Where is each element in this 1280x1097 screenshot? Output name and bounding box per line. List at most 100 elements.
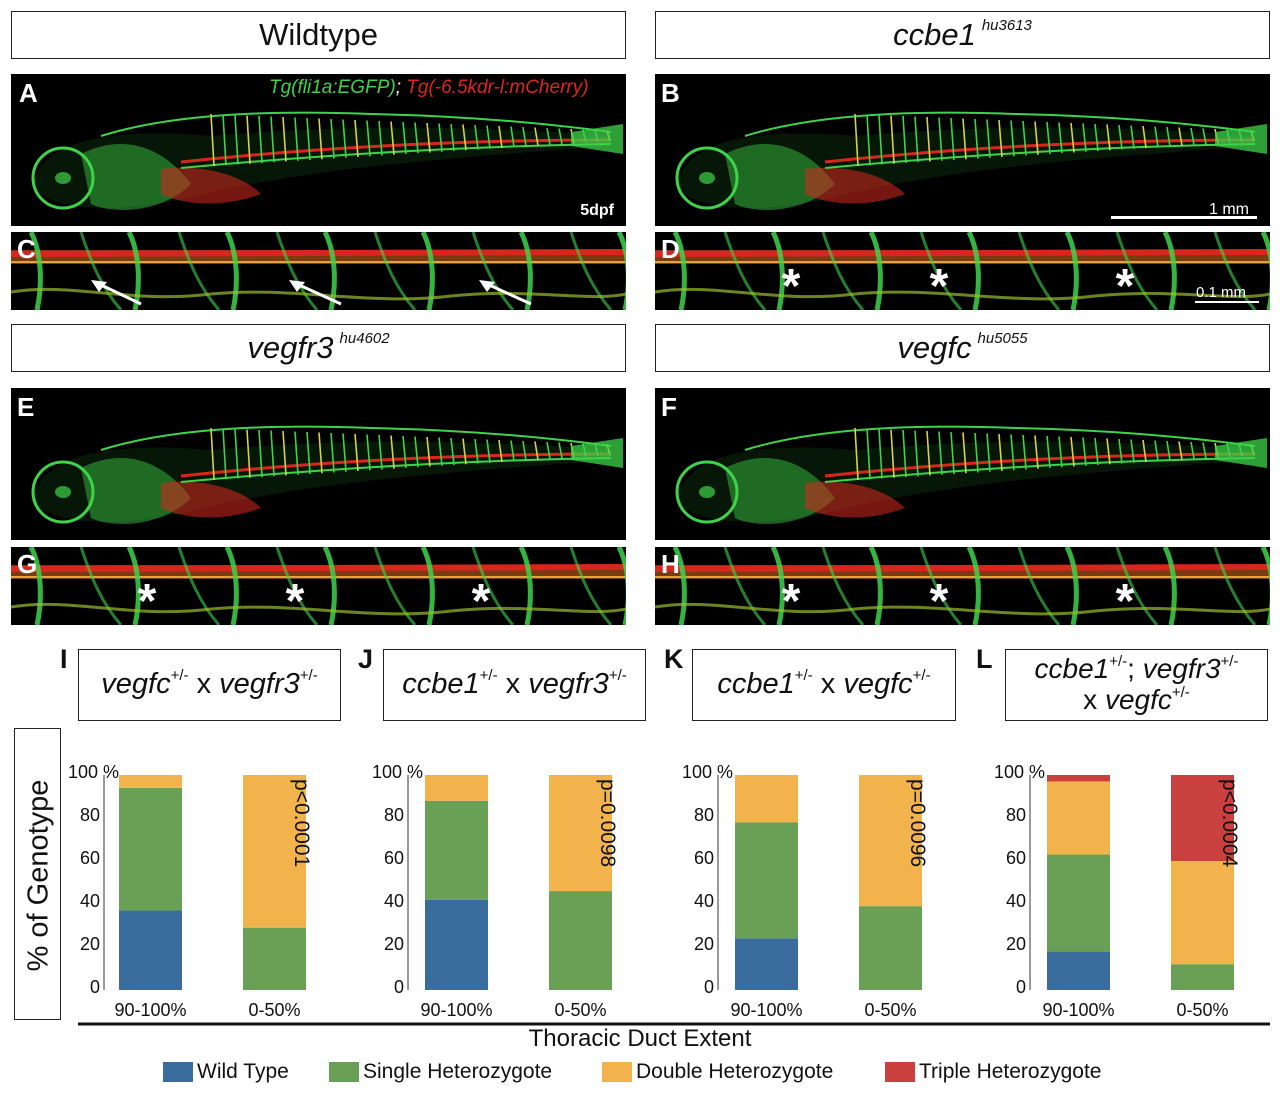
intersegmental-vessel (518, 547, 533, 625)
panel-label: C (17, 234, 36, 264)
scale-bar-line (1195, 301, 1259, 303)
intersegmental-vessel (1142, 125, 1147, 149)
panel-label: G (17, 549, 38, 579)
bar-segment (243, 775, 306, 928)
intersegmental-vessel (962, 118, 967, 160)
cardinal-vein (180, 143, 612, 169)
intersegmental-vessel (234, 114, 239, 165)
separator: ; (1127, 653, 1143, 685)
scale-bar-label: 0.1 mm (1196, 284, 1247, 301)
intersegmental-vessel (510, 126, 515, 148)
intersegmental-vessel (1154, 126, 1159, 148)
dorsal-aorta (655, 564, 1270, 572)
chart-j: 0 20 40 60 80 100 % 90-100% 0-50% p=0.0098 (372, 762, 619, 1020)
y-tick-label: 40 (1006, 891, 1026, 911)
asterisk: * (138, 575, 157, 625)
intersegmental-vessel (1034, 121, 1039, 155)
y-tick-label: 0 (704, 977, 714, 997)
intersegmental-vessel (1260, 232, 1270, 310)
intersegmental-vessel (177, 547, 221, 625)
panel-label: A (19, 78, 38, 108)
bar-segment (735, 938, 798, 990)
intersegmental-vessel (866, 428, 871, 480)
lower-vessels (655, 602, 1270, 616)
y-tick-label: 0 (394, 977, 404, 997)
genotype: +/- (1109, 652, 1128, 670)
intersegmental-vessel (868, 232, 883, 310)
intersegmental-vessel (126, 547, 141, 625)
gut-vasculature (161, 167, 261, 204)
y-axis-label-box: % of Genotype (14, 728, 61, 1020)
arrow-head (289, 280, 305, 292)
dorsal-aorta (11, 564, 626, 572)
legend-item-double-heterozygote: Double Heterozygote (602, 1060, 833, 1084)
eye (31, 146, 95, 210)
intersegmental-vessel (275, 547, 319, 625)
intersegmental-vessel (616, 232, 626, 310)
intersegmental-vessel (471, 232, 515, 310)
intersegmental-vessel (318, 118, 323, 160)
intersegmental-vessel (28, 232, 43, 310)
intersegmental-vessel (890, 115, 895, 164)
legend-item-single-heterozygote: Single Heterozygote (329, 1060, 552, 1084)
bar-segment (1171, 964, 1234, 990)
intersegmental-vessel (1082, 123, 1087, 152)
dorsal-vessel (744, 111, 1256, 137)
bar-segment (1047, 781, 1110, 855)
intersegmental-vessel (378, 120, 383, 156)
intersegmental-vessel (1115, 547, 1159, 625)
cardinal-vein (180, 457, 612, 483)
chart-l: 0 20 40 60 80 100 % 90-100% 0-50% p<0.0004 (994, 762, 1241, 1020)
bar-segment (735, 822, 798, 939)
intersegmental-vessel (854, 113, 859, 167)
intersegmental-vessel (1115, 232, 1159, 310)
intersegmental-vessel (246, 115, 251, 164)
panel-e-image: E (11, 388, 626, 540)
intersegmental-vessel (1064, 547, 1079, 625)
transgene-green: Tg(fli1a:EGFP) (269, 77, 396, 98)
intersegmental-vessel (919, 232, 963, 310)
eye-lens (699, 486, 715, 498)
intersegmental-vessel (1178, 127, 1183, 146)
larva-image (675, 111, 1267, 210)
cross-title-l: ccbe1+/-; vegfr3+/- x vegfc+/- (1005, 649, 1268, 721)
gene: vegfc (1104, 684, 1172, 715)
asterisk: * (1116, 260, 1135, 310)
bar-segment (859, 775, 922, 907)
panel-a-image: A Tg(fli1a:EGFP); Tg(-6.5kdr-l:mCherry) … (11, 74, 626, 226)
intersegmental-vessel (723, 547, 767, 625)
intersegmental-vessel (282, 116, 287, 162)
trunk-closeup-image: * * * (655, 232, 1270, 310)
dorsal-vessel (744, 425, 1256, 451)
genotype: +/- (479, 667, 498, 685)
intersegmental-vessel (1070, 436, 1075, 467)
intersegmental-vessel (373, 547, 417, 625)
cardinal-vein (824, 457, 1256, 483)
intersegmental-vessel (770, 547, 785, 625)
dorsal-aorta (655, 249, 1270, 257)
cross-symbol: x (812, 668, 844, 701)
asterisk: * (1116, 575, 1135, 625)
arrow-head (479, 280, 495, 292)
intersegmental-vessel (306, 431, 311, 475)
intersegmental-vessel (534, 441, 539, 460)
intersegmental-vessel (450, 123, 455, 152)
x-axis-title: Thoracic Duct Extent (528, 1025, 752, 1052)
intersegmental-vessel (950, 117, 955, 161)
cross-title-k: ccbe1+/- x vegfc+/- (692, 649, 956, 721)
intersegmental-vessel (373, 232, 417, 310)
intersegmental-vessel (1046, 121, 1051, 155)
bar-segment (425, 800, 488, 900)
intersegmental-vessel (1162, 232, 1177, 310)
intersegmental-vessel (1213, 547, 1257, 625)
panel-label: B (661, 78, 680, 108)
intersegmental-vessel (390, 435, 395, 469)
genotype: +/- (1171, 683, 1190, 701)
intersegmental-vessel (723, 232, 767, 310)
cross-symbol: x (1083, 684, 1105, 715)
intersegmental-vessel (438, 123, 443, 152)
gut-vasculature (161, 481, 261, 518)
bar-segment (425, 775, 488, 801)
x-tick-label: 0-50% (248, 1000, 300, 1020)
legend-swatch (329, 1062, 359, 1082)
